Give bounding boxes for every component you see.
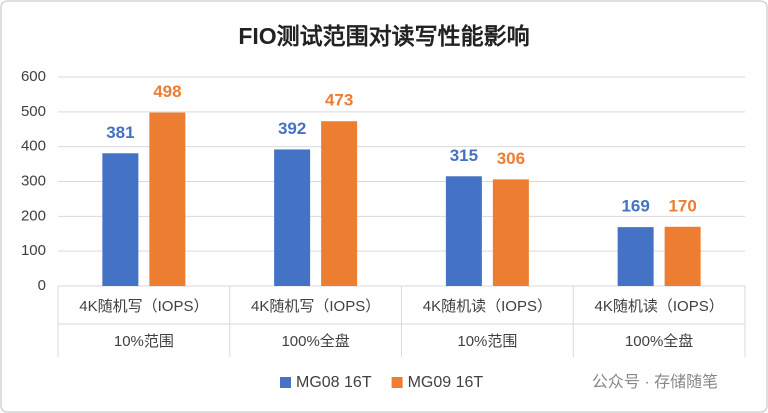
y-tick-label: 300	[21, 172, 46, 189]
data-label: 381	[106, 123, 134, 142]
bar	[102, 153, 139, 286]
y-tick-label: 600	[21, 68, 46, 85]
y-tick-label: 500	[21, 103, 46, 120]
data-label: 473	[325, 91, 353, 110]
data-label: 169	[621, 197, 649, 216]
x-tick-label: 4K随机读（IOPS）	[423, 298, 552, 315]
bar	[321, 121, 358, 286]
y-tick-label: 0	[38, 277, 46, 294]
x-subcategory-label: 100%全盘	[281, 332, 349, 350]
y-tick-label: 100	[21, 242, 46, 259]
legend-label: MG08 16T	[296, 374, 372, 391]
x-subcategory-label: 10%范围	[457, 333, 517, 350]
x-subcategory-label: 10%范围	[114, 333, 174, 350]
x-subcategory-label: 100%全盘	[625, 332, 693, 350]
data-label: 498	[153, 82, 181, 101]
data-label: 315	[450, 146, 478, 165]
watermark: 公众号 · 存储随笔	[592, 373, 718, 391]
x-tick-label: 4K随机写（IOPS）	[79, 298, 208, 315]
y-tick-label: 200	[21, 207, 46, 224]
legend-label: MG09 16T	[408, 374, 484, 391]
bar	[664, 226, 701, 286]
x-tick-label: 4K随机写（IOPS）	[251, 298, 380, 315]
bar	[445, 176, 482, 286]
y-tick-label: 400	[21, 138, 46, 155]
bar	[149, 112, 186, 286]
bar	[492, 179, 529, 286]
bar	[617, 227, 654, 286]
legend-swatch	[391, 377, 403, 388]
bar	[274, 149, 311, 286]
legend-swatch	[280, 377, 291, 388]
data-label: 170	[668, 196, 696, 215]
data-label: 392	[278, 119, 306, 138]
data-label: 306	[497, 149, 525, 168]
x-tick-label: 4K随机读（IOPS）	[595, 298, 724, 315]
chart-title: FIO测试范围对读写性能影响	[238, 23, 529, 49]
